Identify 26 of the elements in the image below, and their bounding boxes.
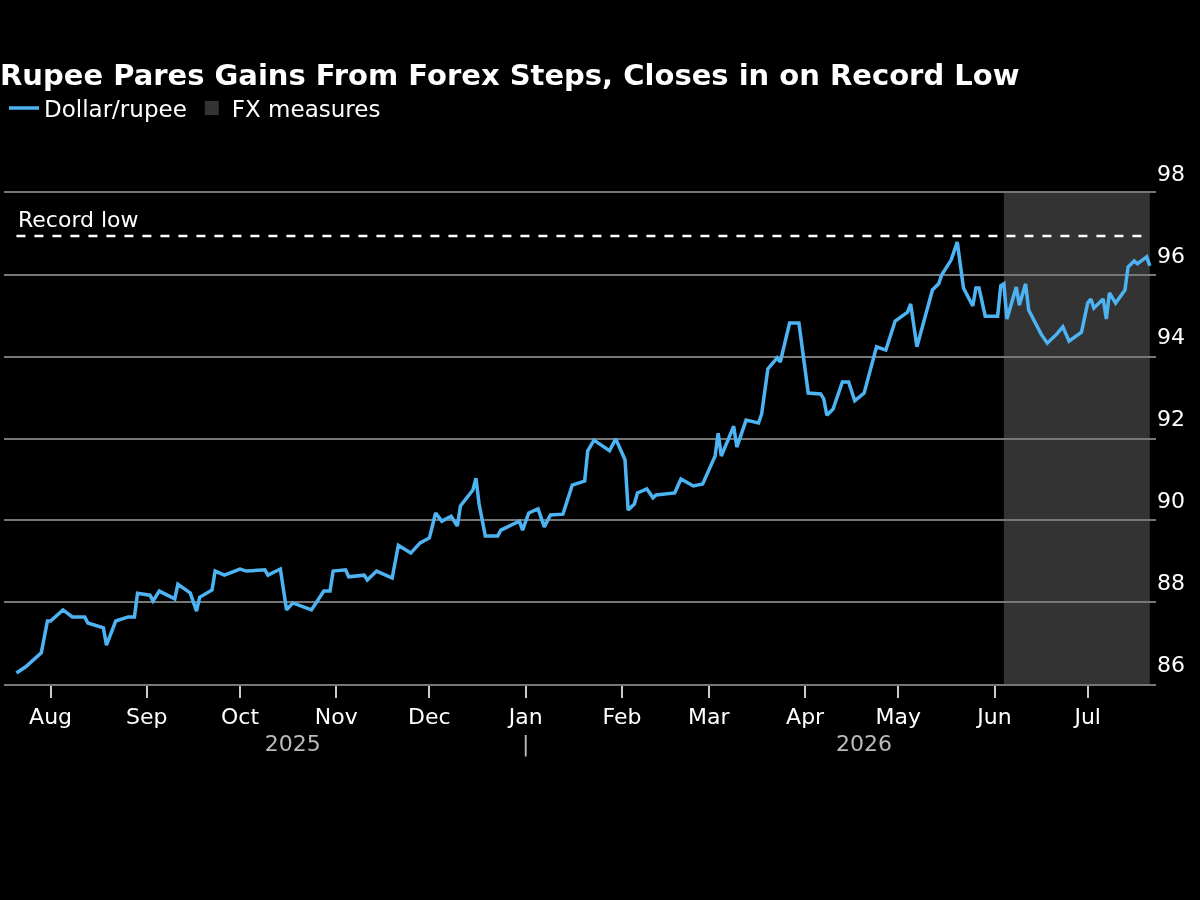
x2-tick-label: 2025 [264, 731, 321, 756]
ref-line-label: Record low [18, 207, 139, 232]
x-tick-label: Apr [786, 704, 826, 730]
y-tick-label: 86 [1157, 651, 1185, 677]
x-tick-label: Mar [688, 704, 731, 730]
y-tick-label: 98 [1157, 160, 1185, 186]
x-tick-label: Jul [1072, 704, 1101, 730]
chart-title: Rupee Pares Gains From Forex Steps, Closes in on Record Low [0, 58, 1020, 93]
x-tick-label: Feb [602, 704, 642, 730]
y-tick-label: 94 [1157, 324, 1185, 350]
x-tick-label: Oct [220, 704, 260, 730]
y-tick-label: 90 [1157, 488, 1185, 514]
x2-tick-label: 2026 [836, 731, 893, 756]
x-tick-label: Jun [975, 704, 1012, 730]
x-tick-label: Sep [126, 704, 168, 730]
x-tick-label: Dec [408, 704, 451, 730]
legend-label: FX measures [231, 95, 381, 122]
x-tick-label: Jan [506, 704, 543, 730]
x-tick-label: May [875, 704, 922, 730]
y-tick-label: 96 [1157, 242, 1185, 268]
y-tick-label: 88 [1157, 569, 1185, 595]
x-tick-label: Nov [314, 704, 358, 730]
x-tick-label: Aug [29, 704, 73, 730]
x2-tick-label: | [521, 731, 530, 757]
y-tick-label: 92 [1157, 406, 1185, 432]
legend-label: Dollar/rupee [44, 95, 187, 122]
